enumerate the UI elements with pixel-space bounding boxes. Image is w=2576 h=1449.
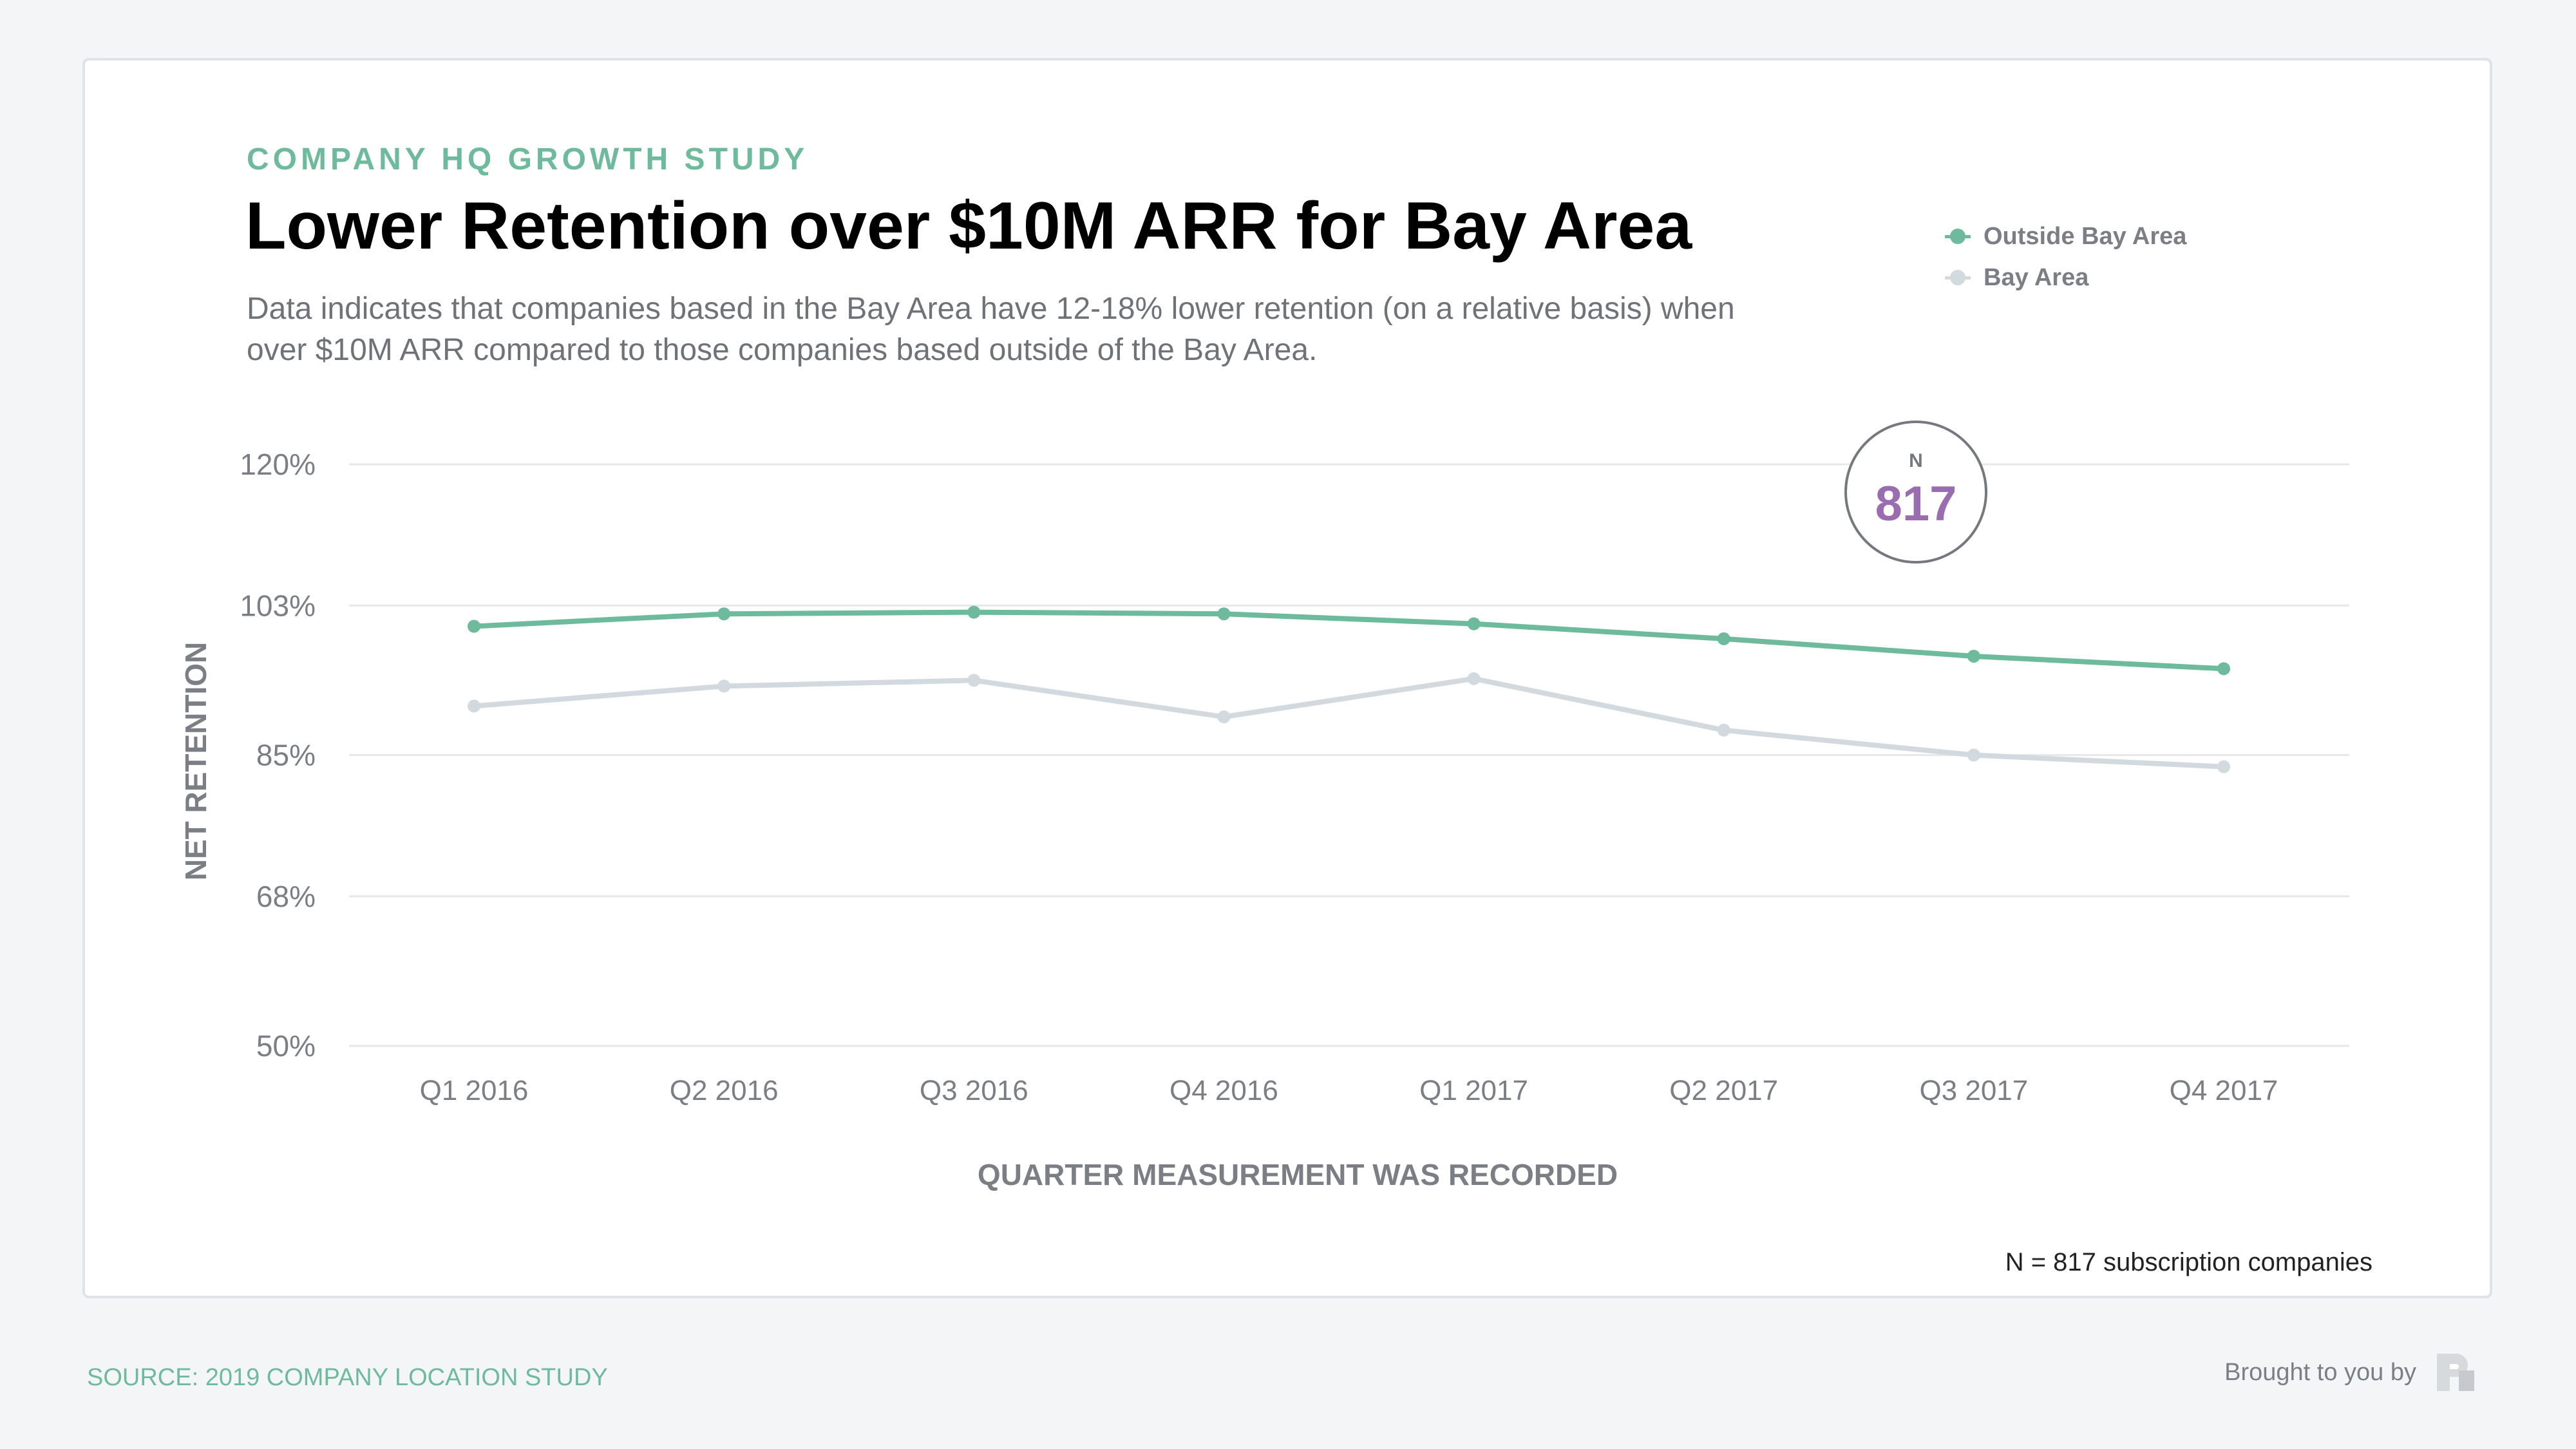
y-tick-label: 120% xyxy=(240,448,316,481)
kicker-label: COMPANY HQ GROWTH STUDY xyxy=(247,142,809,176)
legend-marker-bay-icon xyxy=(1945,270,1971,285)
badge-label: N xyxy=(1909,450,1923,471)
data-point-bay xyxy=(1967,748,1980,762)
data-point-outside xyxy=(1967,649,1980,663)
legend: Outside Bay Area Bay Area xyxy=(1945,216,2186,298)
data-point-outside xyxy=(468,620,480,633)
y-tick-label: 50% xyxy=(256,1029,316,1063)
data-point-outside xyxy=(2217,662,2230,676)
data-point-bay xyxy=(468,699,480,713)
data-point-outside xyxy=(1217,607,1231,621)
data-point-outside xyxy=(967,605,981,619)
data-point-bay xyxy=(1717,723,1730,737)
x-tick-label: Q1 2017 xyxy=(1419,1075,1528,1106)
legend-item-bay: Bay Area xyxy=(1945,257,2186,298)
legend-item-outside: Outside Bay Area xyxy=(1945,216,2186,257)
data-point-outside xyxy=(1467,617,1481,630)
y-tick-label: 103% xyxy=(240,589,316,622)
source-label: SOURCE: 2019 COMPANY LOCATION STUDY xyxy=(87,1364,608,1391)
legend-label-outside: Outside Bay Area xyxy=(1984,222,2187,250)
x-tick-label: Q3 2016 xyxy=(920,1075,1028,1106)
x-axis-label: QUARTER MEASUREMENT WAS RECORDED xyxy=(978,1158,1618,1191)
series-line-outside xyxy=(471,609,2226,672)
legend-marker-outside-icon xyxy=(1945,229,1971,244)
brought-to-you-by-label: Brought to you by xyxy=(2224,1359,2416,1386)
sample-footnote: N = 817 subscription companies xyxy=(2005,1248,2372,1276)
x-tick-label: Q4 2016 xyxy=(1170,1075,1278,1106)
x-tick-label: Q4 2017 xyxy=(2170,1075,2278,1106)
grid-layer xyxy=(349,463,2349,1047)
series-layer xyxy=(468,605,2230,773)
y-tick-labels: 120% 103% 85% 68% 50% xyxy=(240,448,316,1063)
y-tick-label: 68% xyxy=(256,880,316,913)
brand-logo-icon xyxy=(2437,1354,2474,1391)
series-line-bay xyxy=(471,676,2226,770)
data-point-outside xyxy=(717,607,731,621)
sample-size-badge: N 817 xyxy=(1844,421,1987,564)
chart-subtitle: Data indicates that companies based in t… xyxy=(247,292,1735,367)
legend-label-bay: Bay Area xyxy=(1984,263,2089,291)
chart-title: Lower Retention over $10M ARR for Bay Ar… xyxy=(245,189,1692,263)
x-tick-label: Q3 2017 xyxy=(1919,1075,2028,1106)
y-axis-label: NET RETENTION xyxy=(179,642,213,881)
data-point-bay xyxy=(1467,672,1481,685)
data-point-bay xyxy=(967,674,981,687)
badge-value: 817 xyxy=(1875,477,1957,531)
y-tick-label: 85% xyxy=(256,739,316,772)
data-point-bay xyxy=(717,679,731,693)
data-point-bay xyxy=(2217,760,2230,773)
data-point-bay xyxy=(1217,710,1231,724)
data-point-outside xyxy=(1717,632,1730,645)
x-tick-label: Q2 2016 xyxy=(670,1075,779,1106)
x-tick-label: Q2 2017 xyxy=(1669,1075,1778,1106)
x-tick-labels: Q1 2016 Q2 2016 Q3 2016 Q4 2016 Q1 2017 Q2 20… xyxy=(420,1075,2278,1106)
chart-card xyxy=(82,58,2492,1298)
x-tick-label: Q1 2016 xyxy=(420,1075,529,1106)
